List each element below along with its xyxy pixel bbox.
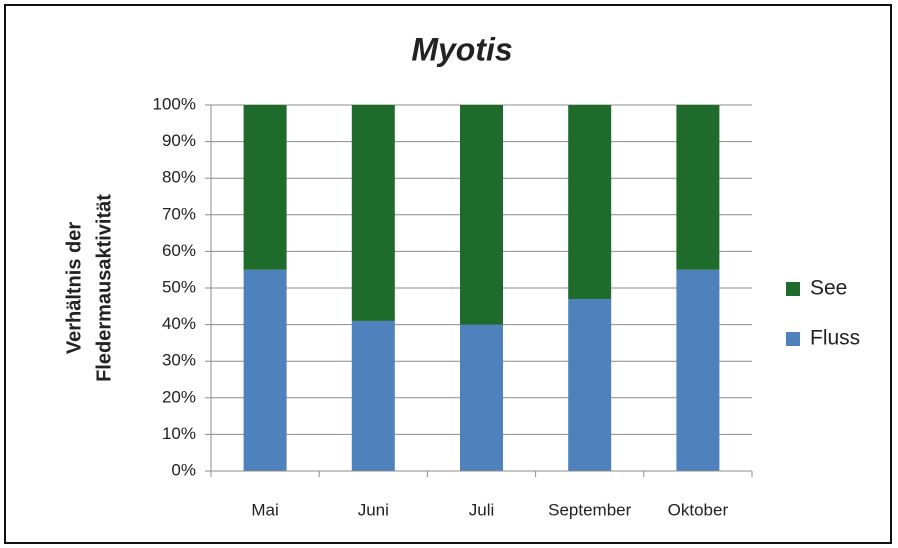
chart-frame <box>4 4 892 544</box>
y-tick-label: 30% <box>162 351 196 370</box>
y-tick-label: 100% <box>153 94 196 113</box>
bar-segment <box>243 269 287 471</box>
y-tick-label: 20% <box>162 387 196 406</box>
bar-segment <box>676 269 720 471</box>
y-tick-label: 0% <box>171 460 196 479</box>
bar-segment <box>243 105 287 270</box>
y-tick-label: 40% <box>162 314 196 333</box>
legend-swatch <box>786 282 800 296</box>
y-tick-label: 70% <box>162 204 196 223</box>
bar-segment <box>351 320 395 471</box>
legend-swatch <box>786 332 800 346</box>
chart-title: Myotis <box>411 31 512 67</box>
y-tick-label: 60% <box>162 241 196 260</box>
bar-segment <box>460 105 503 325</box>
legend-label: Fluss <box>810 327 860 350</box>
bar-segment <box>676 105 720 270</box>
x-tick-label: Juni <box>358 500 389 519</box>
y-axis-label-line: Verhältnis der <box>63 222 85 354</box>
bar-segment <box>351 105 395 321</box>
y-axis-label: Verhältnis der Fledermausaktivität <box>63 194 115 382</box>
y-axis-label-line: Fledermausaktivität <box>93 194 115 382</box>
bar-segment <box>568 105 612 299</box>
x-tick-label: September <box>548 500 631 519</box>
y-tick-label: 10% <box>162 424 196 443</box>
x-tick-label: Juli <box>469 500 495 519</box>
y-tick-label: 90% <box>162 131 196 150</box>
x-tick-label: Oktober <box>668 500 729 519</box>
bar-segment <box>460 324 503 471</box>
x-tick-label: Mai <box>251 500 278 519</box>
legend-label: See <box>810 277 847 300</box>
y-tick-label: 80% <box>162 168 196 187</box>
bar-segment <box>568 298 612 471</box>
y-tick-label: 50% <box>162 277 196 296</box>
